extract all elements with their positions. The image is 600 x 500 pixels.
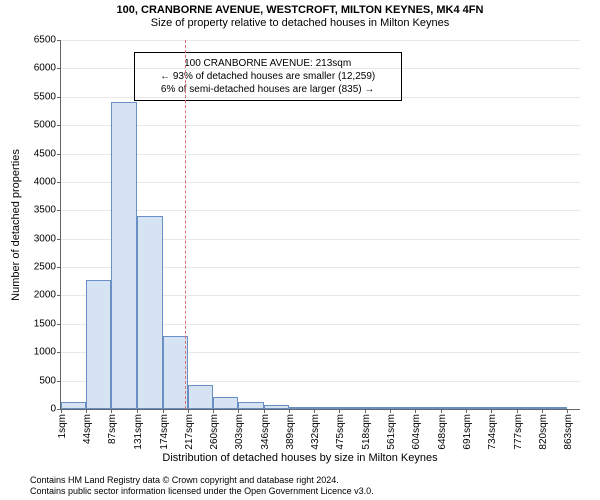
y-tick-label: 4000 bbox=[34, 176, 61, 187]
chart-area: 100 CRANBORNE AVENUE: 213sqm ← 93% of de… bbox=[60, 40, 580, 410]
y-tick-label: 2500 bbox=[34, 262, 61, 273]
x-tick-label: 131sqm bbox=[133, 409, 144, 450]
footer-line-1: Contains HM Land Registry data © Crown c… bbox=[30, 475, 374, 486]
footer-line-2: Contains public sector information licen… bbox=[30, 486, 374, 497]
x-tick-label: 777sqm bbox=[513, 409, 524, 450]
x-tick-label: 648sqm bbox=[437, 409, 448, 450]
x-tick-label: 389sqm bbox=[285, 409, 296, 450]
y-tick-label: 5000 bbox=[34, 120, 61, 131]
x-tick-label: 561sqm bbox=[386, 409, 397, 450]
y-tick-label: 6000 bbox=[34, 63, 61, 74]
x-tick-label: 217sqm bbox=[184, 409, 195, 450]
title-sub: Size of property relative to detached ho… bbox=[0, 16, 600, 29]
gridline bbox=[61, 154, 580, 155]
property-marker-line bbox=[185, 40, 186, 409]
histogram-bar bbox=[188, 385, 213, 409]
y-tick-label: 1500 bbox=[34, 318, 61, 329]
y-tick-label: 5500 bbox=[34, 91, 61, 102]
histogram-bar bbox=[213, 397, 238, 409]
x-tick-label: 432sqm bbox=[310, 409, 321, 450]
x-tick-label: 604sqm bbox=[411, 409, 422, 450]
x-tick-label: 44sqm bbox=[82, 409, 93, 444]
histogram-bar bbox=[137, 216, 162, 409]
gridline bbox=[61, 182, 580, 183]
histogram-bar bbox=[238, 402, 263, 409]
x-tick-label: 174sqm bbox=[159, 409, 170, 450]
x-tick-label: 475sqm bbox=[335, 409, 346, 450]
x-tick-label: 260sqm bbox=[209, 409, 220, 450]
y-tick-label: 4500 bbox=[34, 148, 61, 159]
y-tick-label: 3000 bbox=[34, 233, 61, 244]
gridline bbox=[61, 97, 580, 98]
annotation-box: 100 CRANBORNE AVENUE: 213sqm ← 93% of de… bbox=[134, 52, 402, 101]
histogram-bar bbox=[163, 336, 188, 409]
plot: 100 CRANBORNE AVENUE: 213sqm ← 93% of de… bbox=[60, 40, 580, 410]
y-tick-label: 1000 bbox=[34, 347, 61, 358]
histogram-bar bbox=[86, 280, 111, 409]
y-tick-label: 6500 bbox=[34, 35, 61, 46]
footer: Contains HM Land Registry data © Crown c… bbox=[30, 475, 374, 497]
gridline bbox=[61, 68, 580, 69]
gridline bbox=[61, 40, 580, 41]
histogram-bar bbox=[111, 102, 137, 409]
y-tick-label: 500 bbox=[39, 375, 61, 386]
x-tick-label: 691sqm bbox=[462, 409, 473, 450]
x-tick-label: 518sqm bbox=[361, 409, 372, 450]
annotation-line-2: ← 93% of detached houses are smaller (12… bbox=[141, 70, 395, 83]
x-tick-label: 863sqm bbox=[563, 409, 574, 450]
x-tick-label: 87sqm bbox=[107, 409, 118, 444]
title-main: 100, CRANBORNE AVENUE, WESTCROFT, MILTON… bbox=[0, 0, 600, 16]
y-tick-label: 3500 bbox=[34, 205, 61, 216]
annotation-line-3: 6% of semi-detached houses are larger (8… bbox=[141, 83, 395, 96]
x-tick-label: 303sqm bbox=[234, 409, 245, 450]
x-tick-label: 820sqm bbox=[538, 409, 549, 450]
gridline bbox=[61, 125, 580, 126]
gridline bbox=[61, 210, 580, 211]
x-tick-label: 346sqm bbox=[260, 409, 271, 450]
y-axis-label: Number of detached properties bbox=[10, 149, 22, 301]
x-axis-label: Distribution of detached houses by size … bbox=[0, 452, 600, 464]
x-tick-label: 1sqm bbox=[57, 409, 68, 438]
y-tick-label: 2000 bbox=[34, 290, 61, 301]
x-tick-label: 734sqm bbox=[487, 409, 498, 450]
histogram-bar bbox=[61, 402, 86, 409]
